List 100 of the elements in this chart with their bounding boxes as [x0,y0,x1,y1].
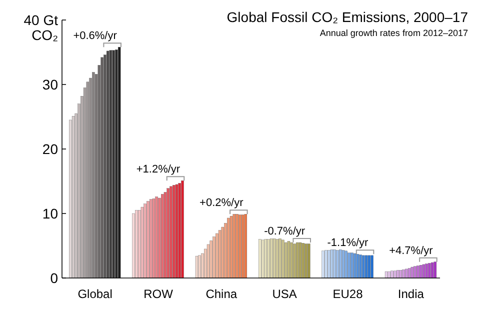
bar [161,194,164,278]
bar [368,255,370,278]
x-tick-label: EU28 [332,287,364,301]
annotation: +0.6%/yr [73,30,118,42]
x-tick-label: USA [272,287,297,301]
bar [166,188,170,278]
bar [221,226,224,278]
bar [238,214,242,278]
bar [362,255,365,278]
chart-title: Global Fossil CO₂ Emissions, 2000–17 [226,9,468,25]
bar [216,233,218,278]
bar [118,46,121,278]
bar [282,240,284,278]
bar [416,266,420,278]
bar [434,262,437,278]
annotation: -0.7%/yr [264,226,306,238]
bar [152,198,156,278]
bar [132,213,135,278]
bar [261,240,264,278]
bar [172,185,176,278]
bar [384,271,388,278]
bar [388,271,390,278]
bar [287,241,290,278]
bar [390,270,394,278]
bar [140,206,144,278]
x-tick-label: Global [78,287,112,301]
annotation: -1.1%/yr [327,237,369,250]
bar [408,268,411,278]
bar [236,214,238,278]
bar [350,252,354,278]
bar [170,186,172,278]
bar [298,242,302,278]
bar [112,50,115,278]
x-tick-label: India [398,287,424,301]
bar [396,270,400,278]
bar [267,239,270,278]
bar [336,250,339,278]
bar [428,263,431,278]
bar [364,255,368,278]
bar [410,266,414,278]
bar [144,204,146,278]
x-tick-label: ROW [144,287,174,301]
bar [258,239,262,278]
annotation: +4.7%/yr [389,244,434,257]
y-axis-title: CO₂ [32,27,58,43]
bar [175,184,178,278]
y-tick-label: 30 [42,76,58,92]
bar [322,250,324,278]
bar [348,252,350,278]
bar [158,198,161,278]
bar [138,210,141,278]
bar [302,243,304,278]
bar [244,214,248,278]
bar [356,254,359,278]
annotation: +1.2%/yr [136,164,180,176]
bar [146,201,150,278]
bar [135,210,138,278]
bar [344,250,348,278]
bar [304,244,308,278]
bar [181,180,184,278]
bar [264,239,268,278]
bar [210,240,212,278]
bar [276,239,279,278]
y-tick-label: 40 Gt [24,12,58,28]
bar [206,244,210,278]
bar [241,214,244,278]
bar [198,255,201,278]
bar [399,270,402,278]
bar [394,270,396,278]
bar [405,268,408,278]
x-tick-label: China [206,287,238,301]
bar [328,250,330,278]
bar [104,54,106,278]
bar [178,183,181,278]
bar [155,196,158,278]
bar [359,254,362,278]
bar [324,250,328,278]
bar [333,250,336,278]
bar [72,116,75,278]
bar [115,50,118,278]
y-tick-label: 10 [42,205,58,222]
bar [370,255,374,278]
bar [164,192,167,278]
bar [100,57,104,278]
bar [150,199,152,278]
bar [414,266,416,278]
bar [195,256,198,278]
bar [227,218,230,278]
bar [284,242,288,278]
bar [230,216,233,278]
bar [278,238,282,278]
bar [270,238,273,278]
bar [212,236,216,278]
bar [425,264,428,278]
bar [353,253,356,278]
bar [430,262,434,278]
bar [69,120,72,278]
bar [293,244,296,278]
bar [308,244,310,278]
bar [232,214,236,278]
